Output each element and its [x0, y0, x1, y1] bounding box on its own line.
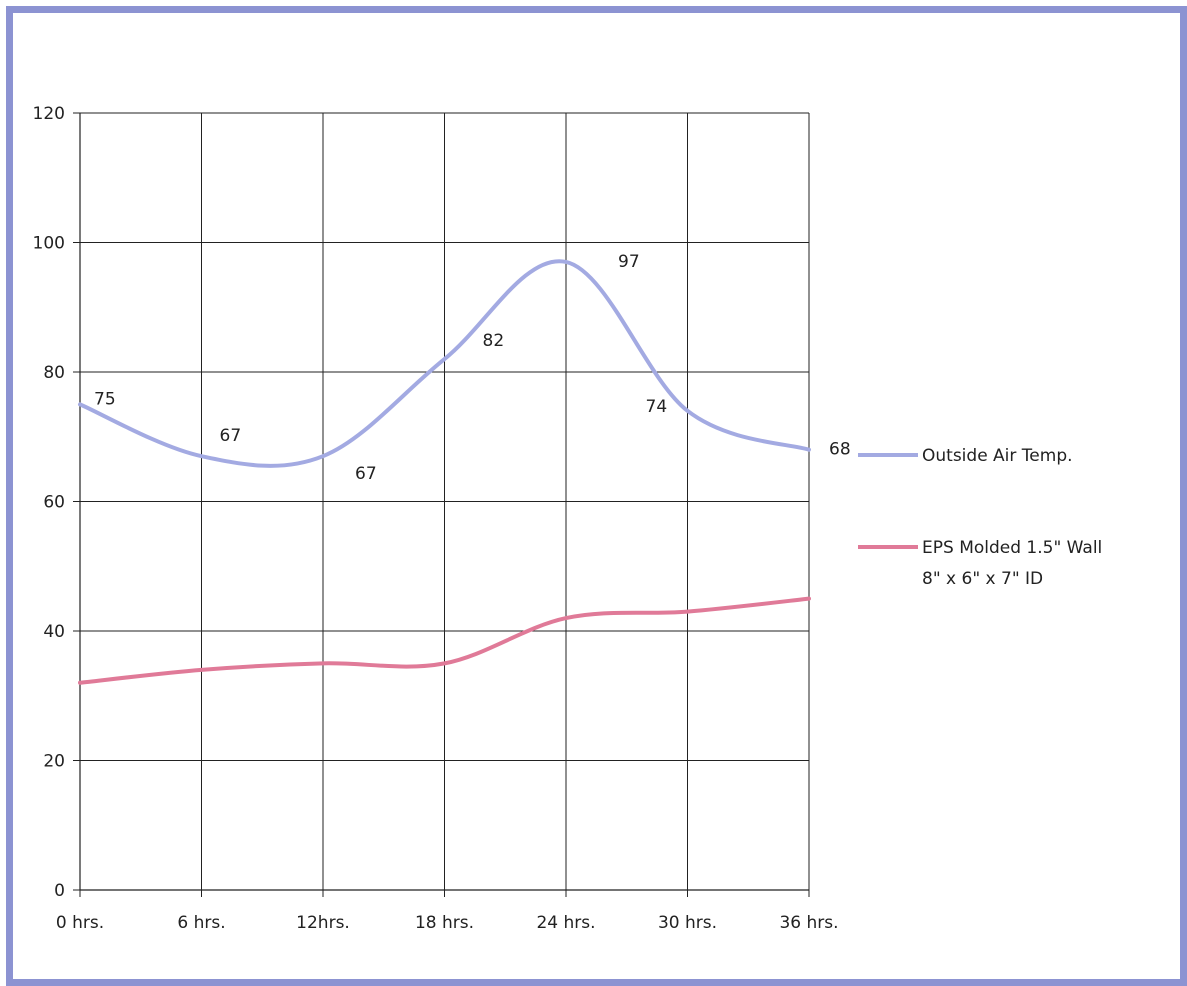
y-tick-label-120: 120	[33, 104, 65, 124]
grid	[79, 112, 810, 890]
y-tick-label-60: 60	[43, 493, 65, 513]
y-tick-label-20: 20	[43, 752, 65, 772]
x-tick-label-3: 18 hrs.	[415, 913, 474, 933]
series-lines	[78, 259, 811, 685]
data-label-0-0: 75	[94, 389, 116, 409]
data-labels: 75 67 67 82 97 74 68	[94, 252, 851, 484]
data-label-0-6: 68	[829, 440, 851, 460]
x-tick-label-0: 0 hrs.	[56, 913, 104, 933]
x-tick-label-2: 12hrs.	[296, 913, 350, 933]
chart-frame	[6, 6, 1187, 986]
data-label-0-5: 74	[646, 397, 668, 417]
x-tick-label-1: 6 hrs.	[177, 913, 225, 933]
legend: Outside Air Temp. EPS Molded 1.5" Wall 8…	[858, 446, 1102, 589]
data-label-0-2: 67	[355, 464, 377, 484]
y-tick-label-40: 40	[43, 622, 65, 642]
legend-label-eps-line2: 8" x 6" x 7" ID	[922, 569, 1043, 589]
axes: 0 20 40 60 80 100 120 0 hrs. 6 hrs. 12hrs. 18 hrs.…	[33, 104, 839, 933]
y-tick-label-0: 0	[54, 881, 65, 901]
x-tick-label-4: 24 hrs.	[536, 913, 595, 933]
series-line-0	[78, 259, 811, 468]
legend-label-outside-air: Outside Air Temp.	[922, 446, 1073, 466]
data-label-0-1: 67	[220, 426, 242, 446]
y-tick-label-100: 100	[33, 234, 65, 254]
y-tick-label-80: 80	[43, 363, 65, 383]
data-label-0-4: 97	[618, 252, 640, 272]
x-tick-label-6: 36 hrs.	[779, 913, 838, 933]
legend-label-eps-line1: EPS Molded 1.5" Wall	[922, 538, 1102, 558]
x-tick-label-5: 30 hrs.	[658, 913, 717, 933]
data-label-0-3: 82	[483, 331, 505, 351]
